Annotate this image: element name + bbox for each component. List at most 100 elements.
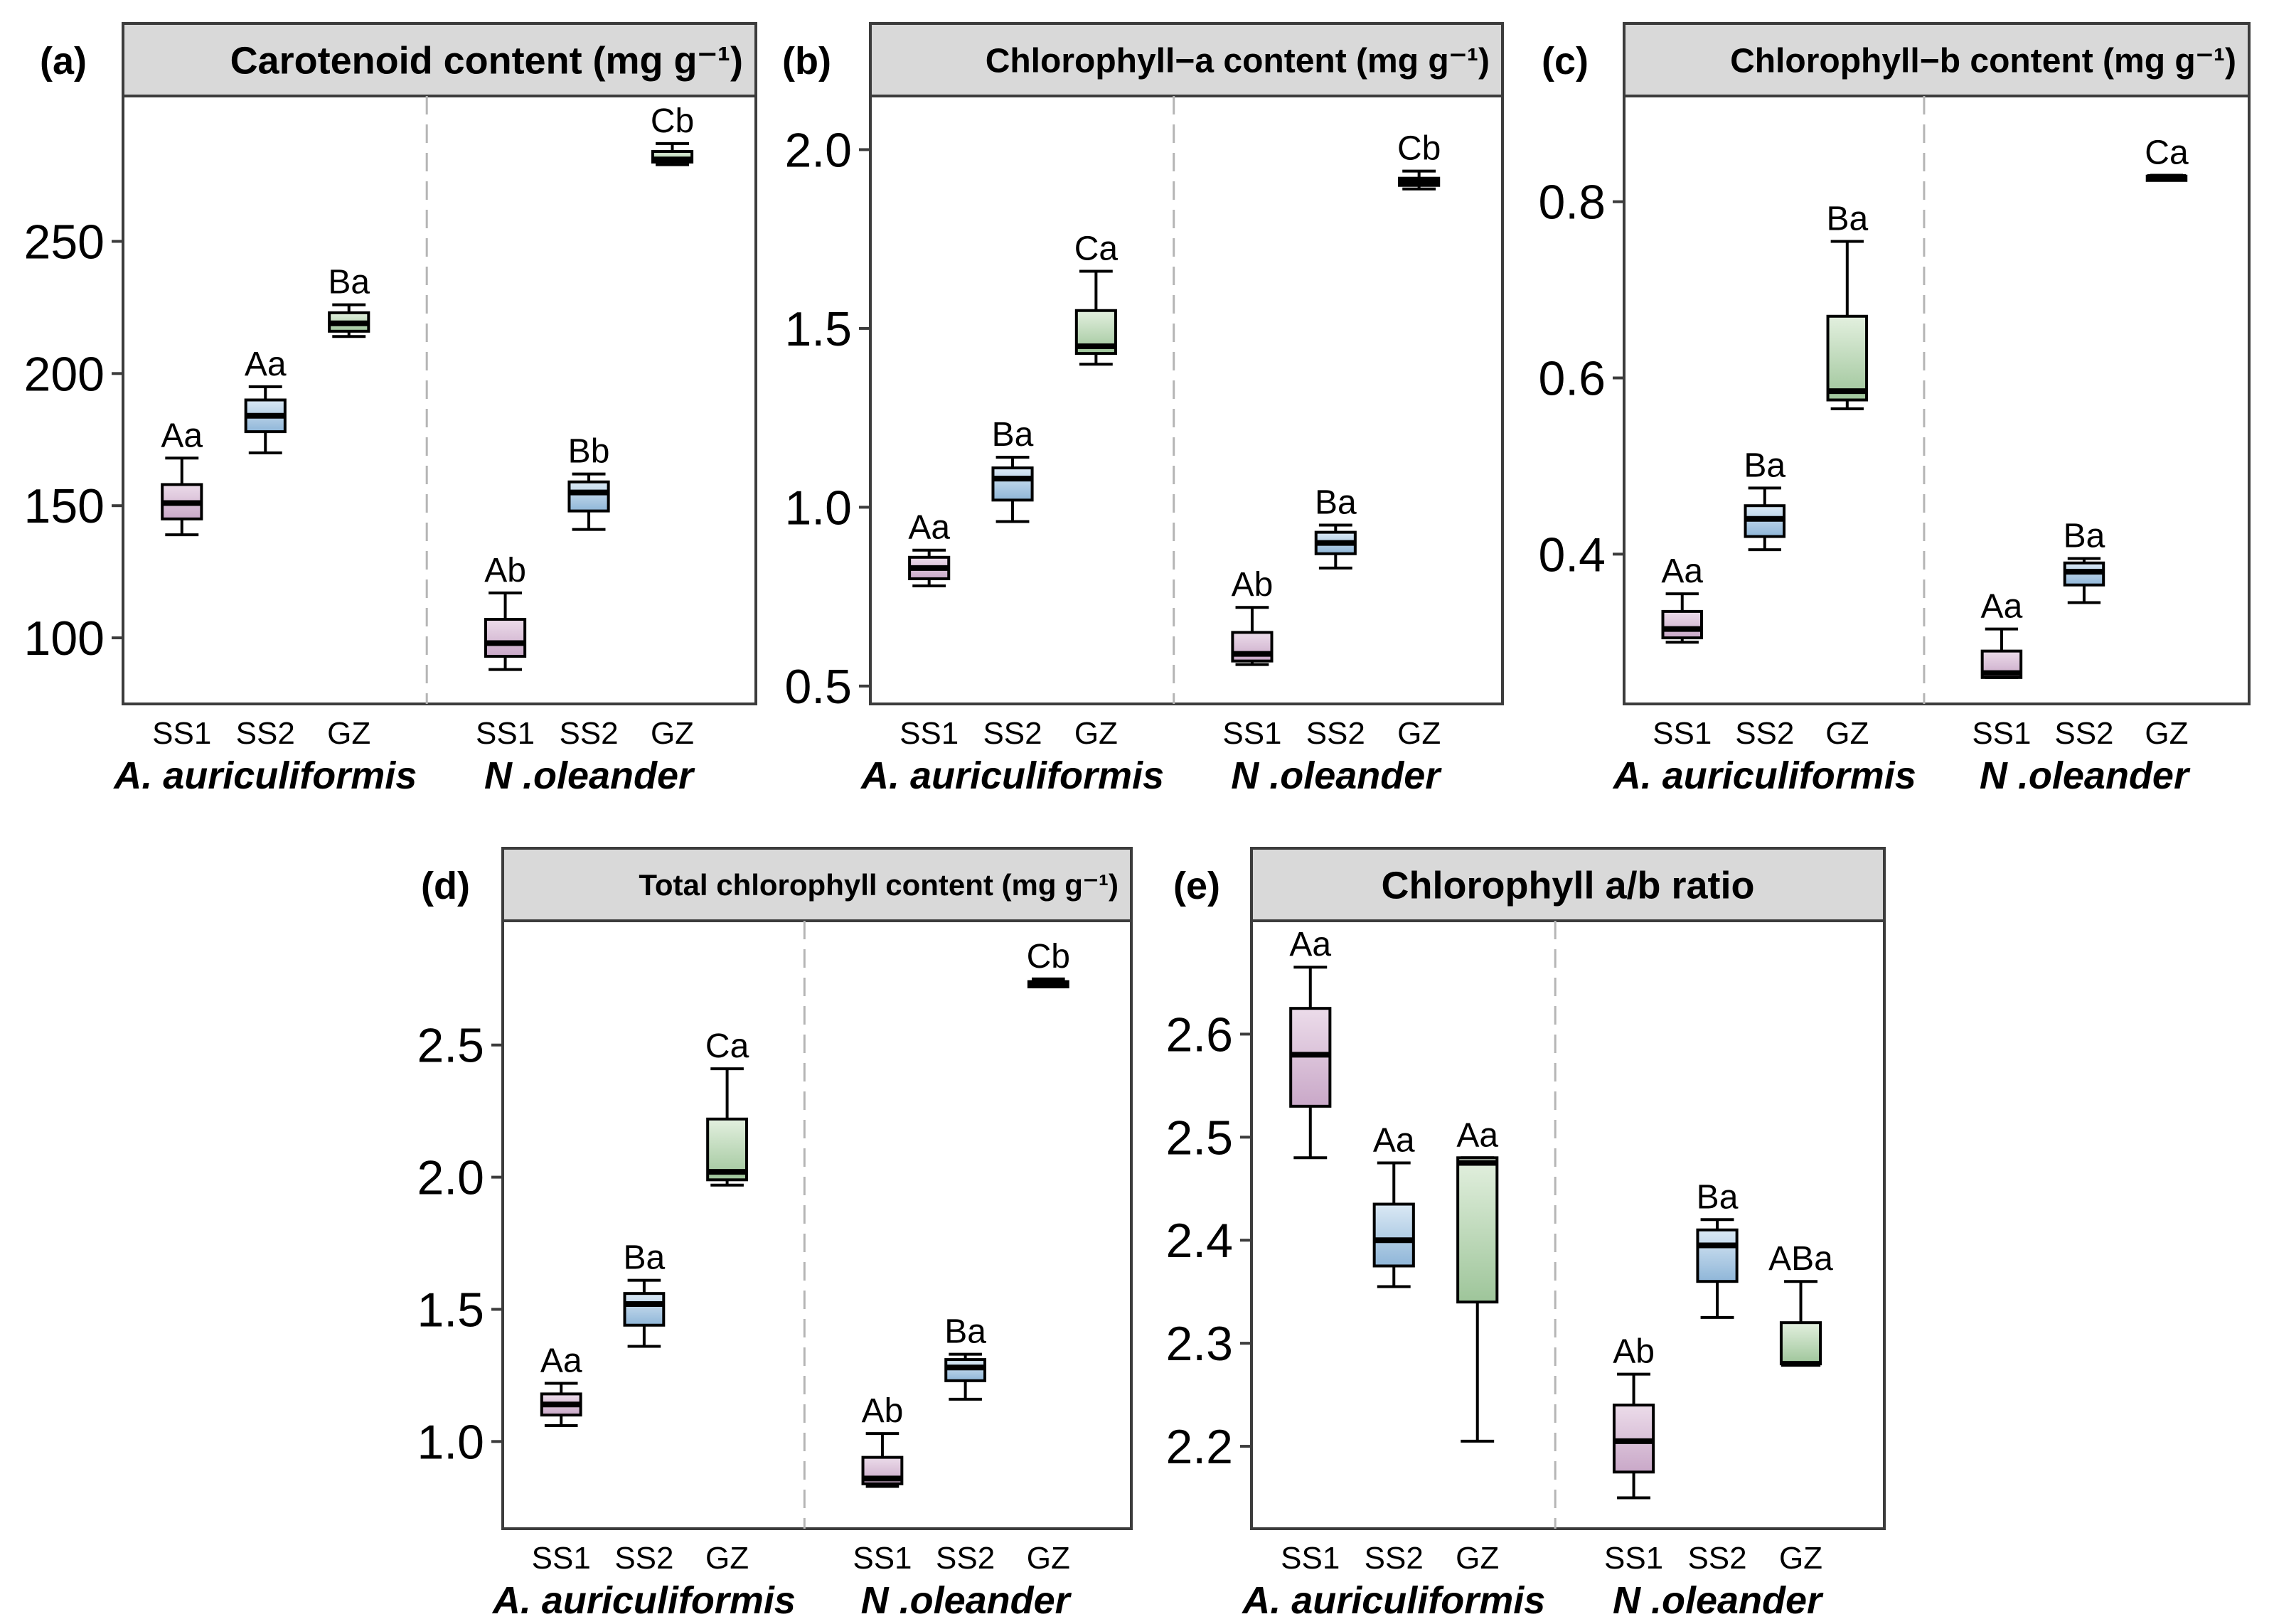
box-ss1-a-auriculiformis: Aa SS1 bbox=[1281, 926, 1340, 1576]
y-tick-label: 2.2 bbox=[1165, 1420, 1233, 1474]
group-label: N .oleander bbox=[861, 1579, 1072, 1622]
group-label: A. auriculiformis bbox=[860, 754, 1164, 797]
y-tick-label: 150 bbox=[24, 479, 105, 533]
x-tick-label: SS1 bbox=[1972, 716, 2031, 751]
box-body bbox=[1779, 1321, 1822, 1366]
significance-label: Ab bbox=[1232, 566, 1274, 604]
box-ss1-n-oleander: Ab SS1 bbox=[1222, 566, 1281, 751]
x-tick-label: SS1 bbox=[476, 716, 535, 751]
box-gz-a-auriculiformis: Aa GZ bbox=[1456, 1116, 1499, 1576]
y-tick-label: 100 bbox=[24, 611, 105, 666]
significance-label: Ba bbox=[1826, 200, 1868, 237]
x-tick-label: SS1 bbox=[152, 716, 211, 751]
x-tick-label: SS2 bbox=[1365, 1541, 1424, 1576]
y-tick-label: 2.0 bbox=[417, 1151, 484, 1205]
significance-label: Aa bbox=[908, 509, 950, 547]
panels: (a) Carotenoid content (mg g⁻¹) 100 150 200 2… bbox=[24, 22, 2251, 1622]
chart-title: Chlorophyll a/b ratio bbox=[1381, 864, 1754, 907]
x-tick-label: SS1 bbox=[900, 716, 959, 751]
significance-label: Aa bbox=[1661, 552, 1703, 590]
box-body bbox=[1696, 1228, 1739, 1283]
y-tick-label: 1.5 bbox=[417, 1283, 484, 1337]
plot-frame bbox=[122, 95, 757, 705]
x-tick-label: GZ bbox=[1779, 1541, 1822, 1576]
significance-label: Cb bbox=[651, 102, 694, 140]
x-tick-label: SS2 bbox=[236, 716, 295, 751]
significance-label: Ba bbox=[992, 416, 1034, 454]
significance-label: Ab bbox=[862, 1392, 904, 1430]
y-tick-label: 1.0 bbox=[417, 1415, 484, 1469]
box-ss2-n-oleander: Ba SS2 bbox=[2054, 518, 2113, 751]
box-gz-n-oleander: Cb GZ bbox=[1027, 938, 1070, 1576]
y-tick-label: 200 bbox=[24, 347, 105, 401]
box-ss2-a-auriculiformis: Ba SS2 bbox=[614, 1239, 673, 1576]
group-label: N .oleander bbox=[1231, 754, 1442, 797]
box-ss2-a-auriculiformis: Aa SS2 bbox=[1365, 1122, 1424, 1576]
group-label: N .oleander bbox=[1980, 754, 2191, 797]
x-tick-label: GZ bbox=[1825, 716, 1869, 751]
y-tick-label: 2.0 bbox=[784, 123, 852, 177]
significance-label: Ba bbox=[624, 1239, 666, 1277]
significance-label: Ca bbox=[705, 1027, 749, 1065]
significance-label: Aa bbox=[161, 417, 203, 454]
box-body bbox=[1231, 631, 1274, 663]
y-tick-label: 2.4 bbox=[1165, 1214, 1233, 1268]
significance-label: Ba bbox=[1697, 1178, 1739, 1216]
significance-label: Bb bbox=[568, 433, 610, 471]
significance-label: Ba bbox=[2064, 518, 2105, 555]
box-gz-a-auriculiformis: Ca GZ bbox=[1074, 230, 1119, 751]
group-label: A. auriculiformis bbox=[1612, 754, 1916, 797]
significance-label: Ca bbox=[1074, 230, 1119, 267]
box-ss1-n-oleander: Ab SS1 bbox=[476, 552, 535, 751]
significance-label: Ba bbox=[328, 264, 370, 301]
box-ss1-a-auriculiformis: Aa SS1 bbox=[152, 417, 211, 751]
x-tick-label: GZ bbox=[1456, 1541, 1499, 1576]
group-label: N .oleander bbox=[1613, 1579, 1824, 1622]
y-tick-label: 0.5 bbox=[784, 660, 852, 714]
x-tick-label: SS1 bbox=[1604, 1541, 1663, 1576]
y-tick-label: 250 bbox=[24, 215, 105, 269]
x-tick-label: GZ bbox=[327, 716, 370, 751]
significance-label: Aa bbox=[245, 346, 287, 383]
y-tick-label: 2.3 bbox=[1165, 1317, 1233, 1371]
significance-label: Aa bbox=[1373, 1122, 1415, 1160]
x-tick-label: SS1 bbox=[1653, 716, 1712, 751]
significance-label: Aa bbox=[1981, 588, 2023, 626]
box-ss1-a-auriculiformis: Aa SS1 bbox=[532, 1342, 591, 1576]
panel-label: (c) bbox=[1542, 40, 1589, 82]
group-label: A. auriculiformis bbox=[112, 754, 417, 797]
title-strip bbox=[1250, 847, 1886, 922]
box-body bbox=[1372, 1202, 1415, 1268]
chart-panel-b: (b) Chlorophyll−a content (mg g⁻¹) 0.5 1.0 1… bbox=[782, 22, 1504, 797]
y-tick-label: 0.4 bbox=[1538, 528, 1606, 582]
box-ss2-n-oleander: Ba SS2 bbox=[936, 1313, 995, 1576]
box-ss1-n-oleander: Ab SS1 bbox=[853, 1392, 912, 1576]
box-ss2-a-auriculiformis: Aa SS2 bbox=[236, 346, 295, 751]
chart-title: Carotenoid content (mg g⁻¹) bbox=[230, 39, 743, 82]
significance-label: Aa bbox=[1456, 1116, 1498, 1154]
title-strip bbox=[1623, 22, 2251, 97]
box-body bbox=[1661, 609, 1703, 640]
significance-label: ABa bbox=[1768, 1240, 1833, 1278]
y-tick-label: 1.0 bbox=[784, 481, 852, 535]
y-tick-label: 0.8 bbox=[1538, 176, 1606, 230]
plot-frame bbox=[501, 919, 1133, 1530]
y-tick-label: 2.5 bbox=[417, 1019, 484, 1073]
box-gz-n-oleander: Ca GZ bbox=[2145, 134, 2189, 751]
chart-title: Chlorophyll−a content (mg g⁻¹) bbox=[986, 42, 1490, 80]
box-ss1-a-auriculiformis: Aa SS1 bbox=[900, 509, 959, 751]
significance-label: Ba bbox=[1315, 484, 1357, 522]
group-label: A. auriculiformis bbox=[491, 1579, 796, 1622]
x-tick-label: SS2 bbox=[936, 1541, 995, 1576]
y-tick-label: 1.5 bbox=[784, 302, 852, 356]
x-tick-label: SS1 bbox=[532, 1541, 591, 1576]
panel-label: (a) bbox=[40, 40, 87, 82]
x-tick-label: GZ bbox=[1027, 1541, 1070, 1576]
box-body bbox=[1826, 314, 1869, 402]
significance-label: Ab bbox=[484, 552, 526, 589]
x-tick-label: SS2 bbox=[1687, 1541, 1746, 1576]
x-tick-label: SS2 bbox=[614, 1541, 673, 1576]
significance-label: Ab bbox=[1613, 1333, 1655, 1371]
box-gz-a-auriculiformis: Ba GZ bbox=[327, 264, 370, 751]
